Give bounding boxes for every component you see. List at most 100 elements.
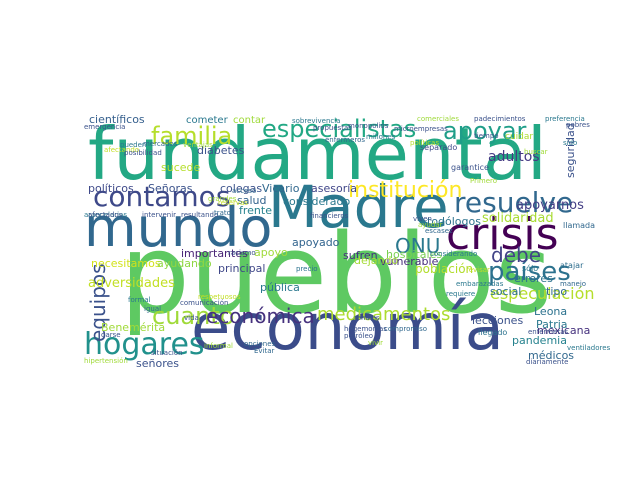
cloud-word: familia xyxy=(151,122,233,150)
cloud-word: Señoras xyxy=(148,182,193,195)
cloud-word: Leona xyxy=(534,305,568,318)
cloud-word: separado xyxy=(420,143,458,152)
cloud-word: Madre xyxy=(268,173,449,241)
cloud-word: tiempo xyxy=(474,132,499,140)
cloud-word: buscar xyxy=(524,148,548,156)
cloud-word: enfermeros xyxy=(325,136,366,144)
cloud-word: asesoría xyxy=(311,182,358,195)
cloud-word: apoyado xyxy=(292,236,340,249)
cloud-word: pública xyxy=(260,281,300,294)
cloud-word: propuestas xyxy=(313,124,352,132)
cloud-word: vivir xyxy=(368,339,384,347)
cloud-word: medicamentos xyxy=(317,304,451,325)
cloud-word: ventiladores xyxy=(567,344,611,352)
cloud-word: viven xyxy=(413,215,432,223)
cloud-word: necesitamos xyxy=(91,257,161,270)
cloud-word: posibilidad xyxy=(124,149,162,157)
cloud-word: todólogos xyxy=(427,215,481,228)
cloud-word: principal xyxy=(218,262,266,275)
cloud-word: sucede xyxy=(161,161,201,174)
cloud-word: mexicana xyxy=(537,324,591,337)
cloud-word: ayudar xyxy=(418,221,443,229)
cloud-word: médicos xyxy=(528,349,575,362)
cloud-word: darse xyxy=(101,331,121,339)
cloud-word: señores xyxy=(136,357,179,370)
cloud-word: Evitar xyxy=(254,347,275,355)
cloud-word: resultando xyxy=(181,211,219,219)
cloud-word: contar xyxy=(233,115,266,126)
cloud-word: manejo xyxy=(560,280,587,288)
cloud-word: vulnerable xyxy=(380,255,439,268)
cloud-word: apoyarnos xyxy=(516,198,584,213)
cloud-word: grandes xyxy=(208,195,237,203)
cloud-word: millones xyxy=(366,133,396,141)
cloud-word: lecciones xyxy=(472,314,524,327)
cloud-word: preferencia xyxy=(545,115,585,123)
cloud-word: cuidar xyxy=(505,132,534,142)
cloud-word: ONU xyxy=(395,234,441,258)
cloud-word: países xyxy=(488,257,571,287)
cloud-word: sido xyxy=(563,139,578,147)
cloud-word: hogares xyxy=(84,327,205,362)
cloud-word: población xyxy=(415,262,474,276)
cloud-word: hegemonías xyxy=(344,325,387,333)
cloud-word: Benemérita xyxy=(101,321,166,334)
cloud-word: mercados xyxy=(143,140,178,148)
cloud-word: pobres xyxy=(566,121,590,129)
cloud-word: formal xyxy=(128,296,151,304)
cloud-word: reservas xyxy=(218,199,248,207)
cloud-word: situación xyxy=(151,349,183,357)
cloud-word: pueblos xyxy=(120,210,553,338)
cloud-word: cuanto xyxy=(152,302,235,330)
cloud-word: debe xyxy=(491,243,541,267)
cloud-word: crisis xyxy=(446,209,559,260)
cloud-word: llamada xyxy=(563,221,596,230)
cloud-word: tipo xyxy=(546,285,568,298)
cloud-word: seguridad xyxy=(564,123,577,178)
cloud-word: resuelve xyxy=(454,186,574,219)
cloud-word: economía xyxy=(191,291,504,365)
cloud-word: políticas xyxy=(410,139,440,147)
cloud-word: renales xyxy=(354,314,380,322)
cloud-word: compromiso xyxy=(384,325,428,333)
cloud-word: comerciales xyxy=(417,115,459,123)
cloud-word: especialistas xyxy=(262,115,417,143)
cloud-word: mundo xyxy=(84,196,273,259)
cloud-word: frente xyxy=(239,204,272,217)
cloud-word: adultos xyxy=(488,149,540,165)
cloud-word: ayudando xyxy=(157,257,212,270)
cloud-word: afectados xyxy=(88,211,123,219)
cloud-word: sobrevivencia xyxy=(292,117,341,125)
cloud-word: hipertensión xyxy=(84,357,128,365)
cloud-word: igual xyxy=(144,305,162,313)
cloud-word: políticos xyxy=(88,182,134,195)
cloud-word: científicos xyxy=(89,113,145,126)
cloud-word: atajar xyxy=(560,261,584,270)
cloud-word: Vicario xyxy=(262,182,300,195)
cloud-word: monopolios xyxy=(348,122,389,130)
cloud-word: precio xyxy=(296,265,318,273)
cloud-word: social xyxy=(490,285,522,298)
cloud-word: considerando xyxy=(430,250,478,258)
cloud-word: importantes xyxy=(181,247,248,260)
cloud-word: pandemia xyxy=(512,334,567,347)
cloud-word: económica xyxy=(206,304,315,328)
cloud-word: intervenir xyxy=(142,211,177,219)
cloud-word: Patria xyxy=(536,318,568,331)
cloud-word: ventajas xyxy=(183,141,213,149)
cloud-word: garantice xyxy=(451,163,489,172)
cloud-word: acceso xyxy=(232,187,257,195)
cloud-word: sufren xyxy=(343,249,378,262)
cloud-word: hospitales xyxy=(386,248,443,261)
cloud-word: solidaridad xyxy=(482,211,554,226)
cloud-word: sólo xyxy=(522,264,539,273)
cloud-word: embarazadas xyxy=(456,280,504,288)
cloud-word: arancelarias xyxy=(84,211,128,219)
cloud-word: comunicación xyxy=(180,299,229,307)
cloud-word: institución xyxy=(348,178,463,203)
cloud-word: microempresas xyxy=(394,125,448,133)
cloud-word: afectando xyxy=(104,146,140,154)
cloud-word: diariamente xyxy=(526,358,569,366)
cloud-word: fundamental xyxy=(88,112,547,196)
